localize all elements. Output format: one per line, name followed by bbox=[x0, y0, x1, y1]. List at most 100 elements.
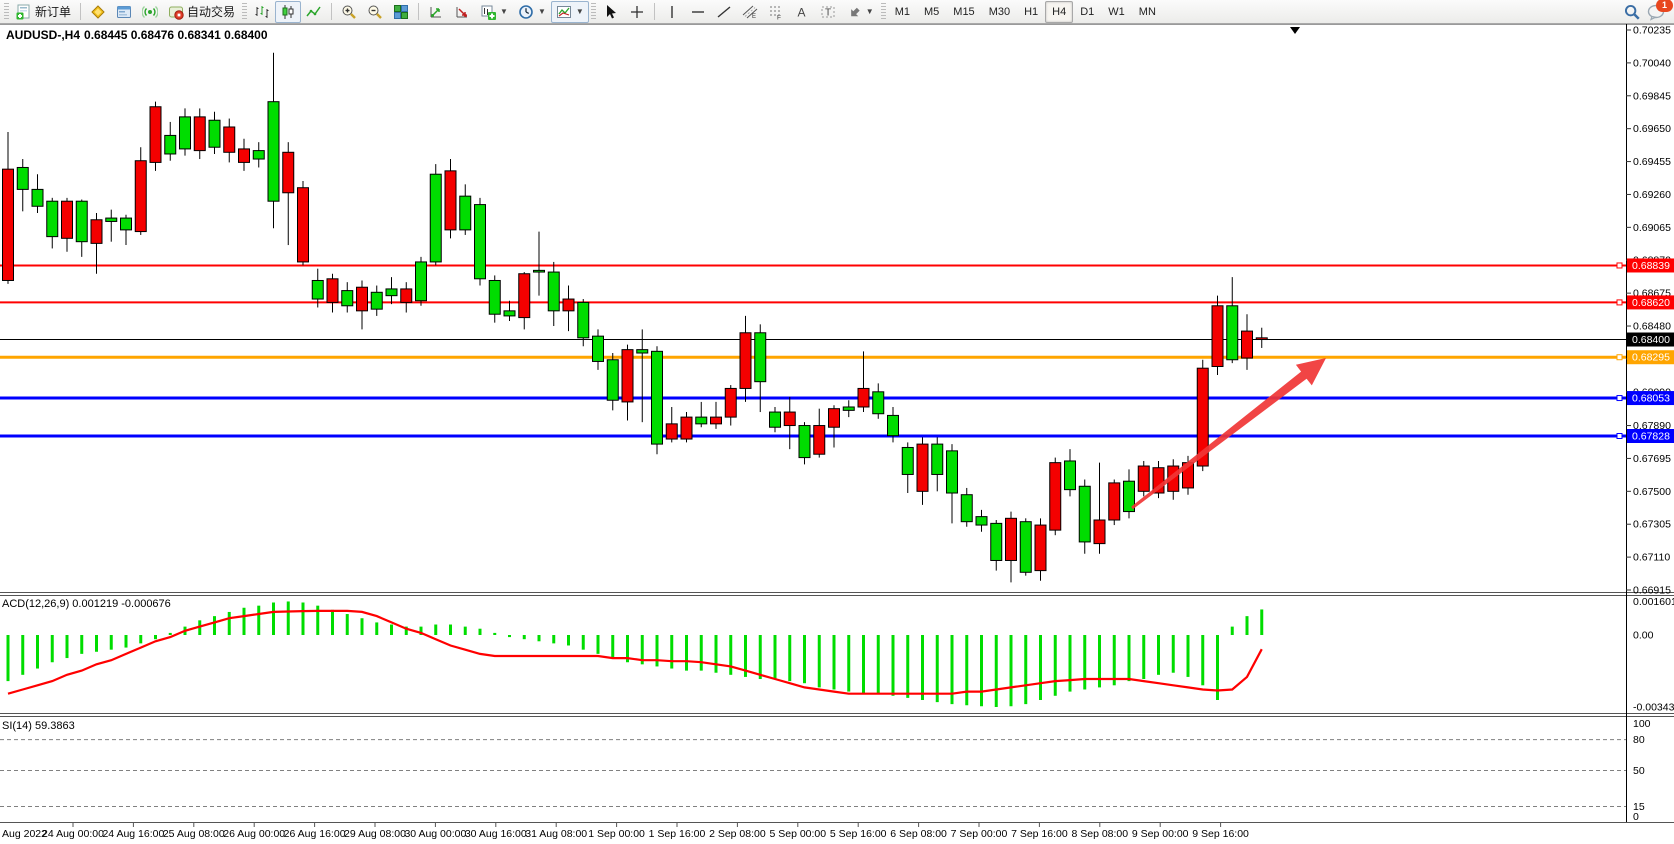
bar-chart-button[interactable] bbox=[249, 1, 275, 23]
svg-text:0.68053: 0.68053 bbox=[1632, 393, 1670, 405]
svg-text:0.67110: 0.67110 bbox=[1633, 552, 1670, 564]
svg-text:26 Aug 16:00: 26 Aug 16:00 bbox=[284, 828, 346, 840]
notification-badge: 1 bbox=[1656, 0, 1673, 12]
svg-text:30 Aug 00:00: 30 Aug 00:00 bbox=[404, 828, 466, 840]
notifications-button[interactable]: 1 bbox=[1647, 0, 1673, 21]
zoom-out-button[interactable] bbox=[362, 1, 388, 23]
signals-button[interactable] bbox=[137, 1, 163, 23]
vertical-line-button[interactable] bbox=[659, 1, 685, 23]
text-button[interactable]: A bbox=[789, 1, 815, 23]
vertical-line-icon bbox=[671, 5, 673, 18]
profile-back-button[interactable] bbox=[423, 1, 449, 23]
svg-text:0.69650: 0.69650 bbox=[1633, 123, 1671, 135]
fibonacci-icon: F bbox=[769, 6, 781, 20]
candlestick-chart-button[interactable] bbox=[275, 0, 302, 23]
search-icon[interactable] bbox=[1623, 3, 1641, 21]
new-order-button[interactable]: 新订单 bbox=[11, 1, 76, 23]
zoom-out-icon bbox=[368, 5, 382, 19]
svg-text:26 Aug 00:00: 26 Aug 00:00 bbox=[223, 828, 285, 840]
svg-text:9 Sep 16:00: 9 Sep 16:00 bbox=[1192, 828, 1249, 840]
timeframe-button-M1[interactable]: M1 bbox=[894, 5, 910, 18]
arrow-objects-button[interactable]: ▼ bbox=[841, 1, 879, 23]
macd-panel: ACD(12,26,9) 0.001219 -0.000676 0.001601 0… bbox=[2, 596, 1674, 714]
svg-text:5 Sep 16:00: 5 Sep 16:00 bbox=[830, 828, 887, 840]
svg-text:0.68839: 0.68839 bbox=[1632, 260, 1670, 272]
profile-forward-icon bbox=[456, 6, 468, 17]
timeframe-button-W1[interactable]: W1 bbox=[1108, 5, 1125, 18]
level-lines bbox=[0, 262, 1626, 439]
svg-text:0.001601: 0.001601 bbox=[1633, 596, 1674, 608]
line-chart-button[interactable] bbox=[301, 1, 327, 23]
svg-text:0.67305: 0.67305 bbox=[1633, 519, 1671, 531]
svg-text:2 Sep 08:00: 2 Sep 08:00 bbox=[709, 828, 766, 840]
timeframe-button-M15[interactable]: M15 bbox=[953, 5, 975, 18]
dropdown-caret-icon: ▼ bbox=[537, 7, 546, 16]
horizontal-line-button[interactable] bbox=[685, 1, 711, 23]
svg-text:-0.003435: -0.003435 bbox=[1633, 701, 1674, 713]
autotrading-label: 自动交易 bbox=[187, 5, 236, 19]
toolbar-grip bbox=[242, 2, 248, 21]
text-label-button[interactable]: T bbox=[815, 1, 841, 23]
chart-symbol-period: AUDUSD-,H4 bbox=[6, 28, 81, 42]
svg-text:E: E bbox=[752, 14, 756, 20]
svg-text:ACD(12,26,9) 0.001219 -0.00067: ACD(12,26,9) 0.001219 -0.000676 bbox=[2, 598, 171, 610]
cursor-icon bbox=[606, 4, 616, 18]
toolbar-separator bbox=[331, 3, 333, 20]
equidistant-channel-button[interactable]: E bbox=[737, 1, 763, 23]
svg-text:Aug 2022: Aug 2022 bbox=[2, 828, 47, 840]
cursor-button[interactable] bbox=[598, 1, 624, 23]
toolbar-right: 1 bbox=[1623, 0, 1673, 21]
svg-text:8 Sep 08:00: 8 Sep 08:00 bbox=[1071, 828, 1128, 840]
quotes-icon bbox=[91, 4, 105, 19]
rsi-panel: SI(14) 59.3863 100 80 50 150 bbox=[0, 718, 1651, 823]
svg-text:0.00: 0.00 bbox=[1633, 630, 1654, 642]
trendline-icon bbox=[717, 5, 731, 18]
svg-text:0.69845: 0.69845 bbox=[1633, 90, 1671, 102]
fibonacci-button[interactable]: F bbox=[763, 1, 789, 23]
chart-title: AUDUSD-,H4 0.68445 0.68476 0.68341 0.6840… bbox=[6, 28, 272, 42]
zoom-in-button[interactable] bbox=[336, 1, 362, 23]
svg-text:100: 100 bbox=[1633, 718, 1651, 730]
tile-windows-button[interactable] bbox=[388, 1, 414, 23]
candlestick-chart-icon bbox=[282, 4, 294, 19]
trendline-button[interactable] bbox=[711, 1, 737, 23]
toolbar-separator bbox=[80, 3, 82, 20]
timeframe-button-M5[interactable]: M5 bbox=[924, 5, 940, 18]
svg-text:31 Aug 08:00: 31 Aug 08:00 bbox=[525, 828, 587, 840]
bar-chart-icon bbox=[255, 5, 269, 18]
svg-text:7 Sep 16:00: 7 Sep 16:00 bbox=[1011, 828, 1068, 840]
terminal-window-button[interactable] bbox=[111, 1, 137, 23]
toolbar-separator bbox=[653, 3, 655, 20]
timeframe-button-MN[interactable]: MN bbox=[1138, 5, 1156, 18]
timeframe-button-H4[interactable]: H4 bbox=[1045, 0, 1074, 23]
timeframe-button-D1[interactable]: D1 bbox=[1080, 5, 1095, 18]
indicator-templates-button[interactable]: ▼ bbox=[550, 0, 589, 23]
signals-icon bbox=[142, 5, 159, 18]
crosshair-button[interactable] bbox=[624, 1, 650, 23]
chart-ohlc-values: 0.68445 0.68476 0.68341 0.68400 bbox=[84, 28, 268, 42]
terminal-window-icon bbox=[117, 5, 132, 18]
new-order-icon bbox=[16, 4, 30, 19]
svg-text:7 Sep 00:00: 7 Sep 00:00 bbox=[951, 828, 1008, 840]
new-chart-button[interactable]: ▼ bbox=[475, 1, 513, 23]
svg-text:9 Sep 00:00: 9 Sep 00:00 bbox=[1132, 828, 1189, 840]
candles-layer bbox=[2, 52, 1268, 583]
zoom-in-icon bbox=[342, 5, 356, 19]
timeframe-group: M1 M5 M15 M30 H1 H4 D1 W1 MN bbox=[888, 0, 1163, 23]
equidistant-channel-icon: E bbox=[742, 5, 758, 20]
quotes-button[interactable] bbox=[85, 1, 111, 23]
timeframe-button-M30[interactable]: M30 bbox=[988, 5, 1011, 18]
autotrading-icon bbox=[169, 6, 184, 20]
toolbar-grip bbox=[880, 2, 886, 21]
timeframe-button-H1[interactable]: H1 bbox=[1024, 5, 1039, 18]
periods-button[interactable]: ▼ bbox=[513, 1, 551, 23]
horizontal-line-icon bbox=[691, 10, 704, 13]
new-chart-icon bbox=[481, 5, 497, 20]
shift-marker-icon bbox=[1290, 27, 1300, 34]
profile-forward-button[interactable] bbox=[449, 1, 475, 23]
tile-windows-icon bbox=[394, 4, 409, 19]
autotrading-button[interactable]: 自动交易 bbox=[163, 1, 240, 23]
chart-frame bbox=[0, 24, 1674, 844]
